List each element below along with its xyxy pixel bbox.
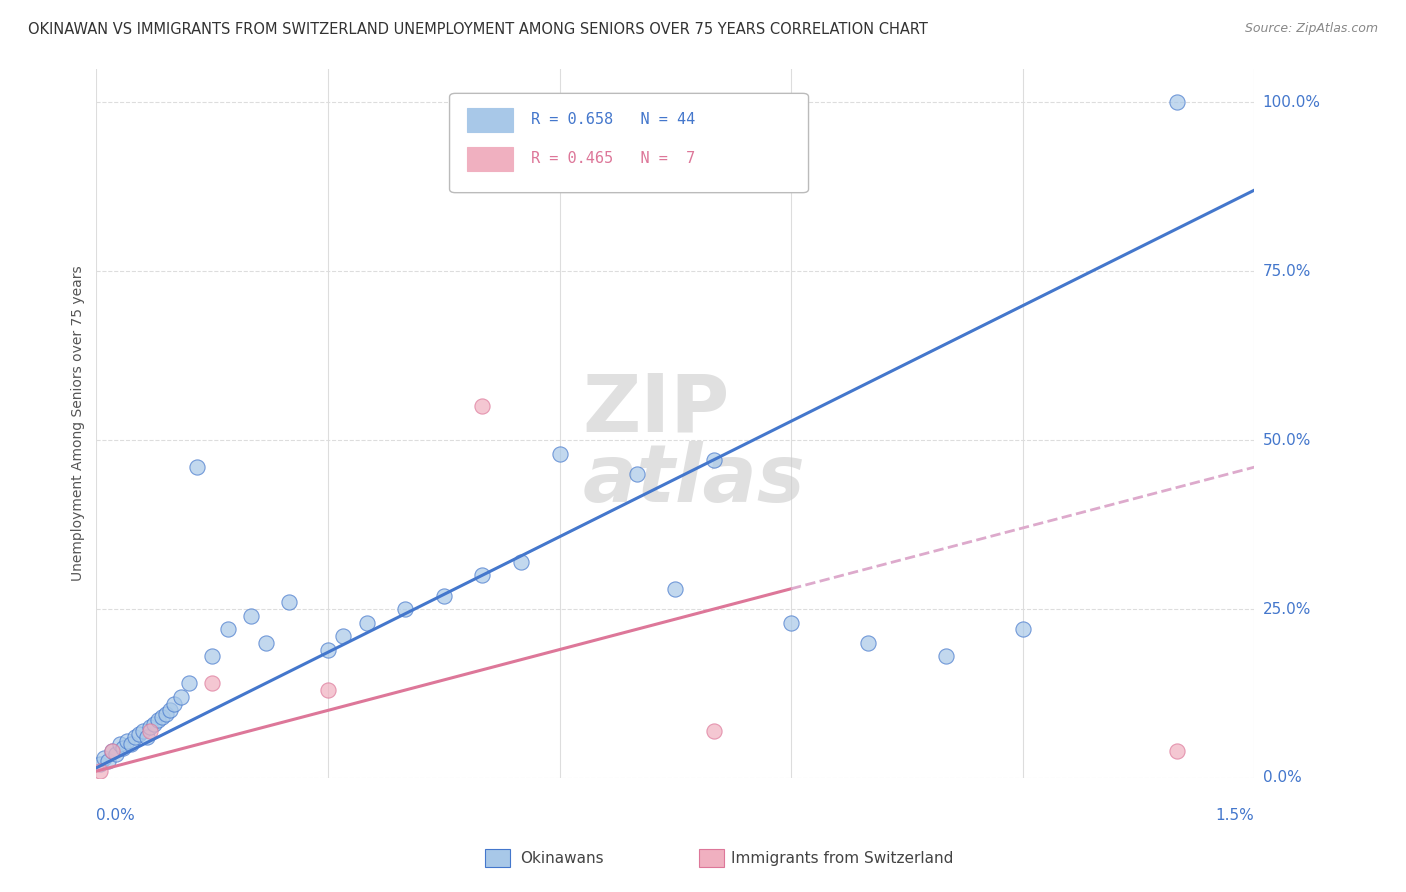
Point [1011,622,1033,636]
Text: Source: ZipAtlas.com: Source: ZipAtlas.com [1244,22,1378,36]
Point [858,636,880,650]
Point [471,400,494,414]
FancyBboxPatch shape [450,94,808,193]
Y-axis label: Unemployment Among Seniors over 75 years: Unemployment Among Seniors over 75 years [72,266,86,581]
Point [316,642,339,657]
Point [177,676,200,690]
Point [124,731,146,745]
Point [254,636,277,650]
Point [89,764,111,779]
Point [356,615,378,630]
Point [108,737,131,751]
Text: Okinawans: Okinawans [520,851,603,865]
Point [101,744,124,758]
Point [316,683,339,698]
Point [155,706,177,721]
Point [703,453,725,467]
Point [146,714,169,728]
Text: 25.0%: 25.0% [1263,601,1310,616]
Text: R = 0.658   N = 44: R = 0.658 N = 44 [530,112,695,127]
Point [120,737,142,751]
Point [135,731,157,745]
Point [394,602,416,616]
Text: 1.5%: 1.5% [1216,808,1254,823]
Point [935,649,957,664]
Point [101,744,124,758]
Point [97,754,120,768]
Point [93,750,115,764]
Point [128,727,150,741]
Text: 0.0%: 0.0% [1263,771,1302,786]
Point [510,555,533,569]
Point [162,697,184,711]
Text: Immigrants from Switzerland: Immigrants from Switzerland [731,851,953,865]
Text: ZIP: ZIP [582,370,730,448]
Text: atlas: atlas [582,441,806,519]
Point [131,723,153,738]
Point [170,690,193,704]
Text: 75.0%: 75.0% [1263,264,1310,278]
Bar [467,108,513,132]
Point [143,717,166,731]
Point [239,608,262,623]
Point [150,710,173,724]
Point [1166,744,1188,758]
Point [159,703,181,717]
Point [626,467,648,481]
Point [433,589,456,603]
Point [471,568,494,582]
Bar [467,146,513,171]
Point [217,622,239,636]
Point [332,629,354,643]
Point [201,649,224,664]
Point [89,757,111,772]
Point [278,595,301,609]
Text: OKINAWAN VS IMMIGRANTS FROM SWITZERLAND UNEMPLOYMENT AMONG SENIORS OVER 75 YEARS: OKINAWAN VS IMMIGRANTS FROM SWITZERLAND … [28,22,928,37]
Point [664,582,686,596]
Point [780,615,803,630]
Point [139,720,162,734]
Point [186,460,208,475]
Point [201,676,224,690]
Text: R = 0.465   N =  7: R = 0.465 N = 7 [530,151,695,166]
Point [1166,95,1188,110]
Text: 0.0%: 0.0% [97,808,135,823]
Point [548,447,571,461]
Point [115,733,138,747]
Point [139,723,162,738]
Point [104,747,127,762]
Text: 100.0%: 100.0% [1263,95,1320,110]
Point [112,740,135,755]
Text: 50.0%: 50.0% [1263,433,1310,448]
Point [703,723,725,738]
